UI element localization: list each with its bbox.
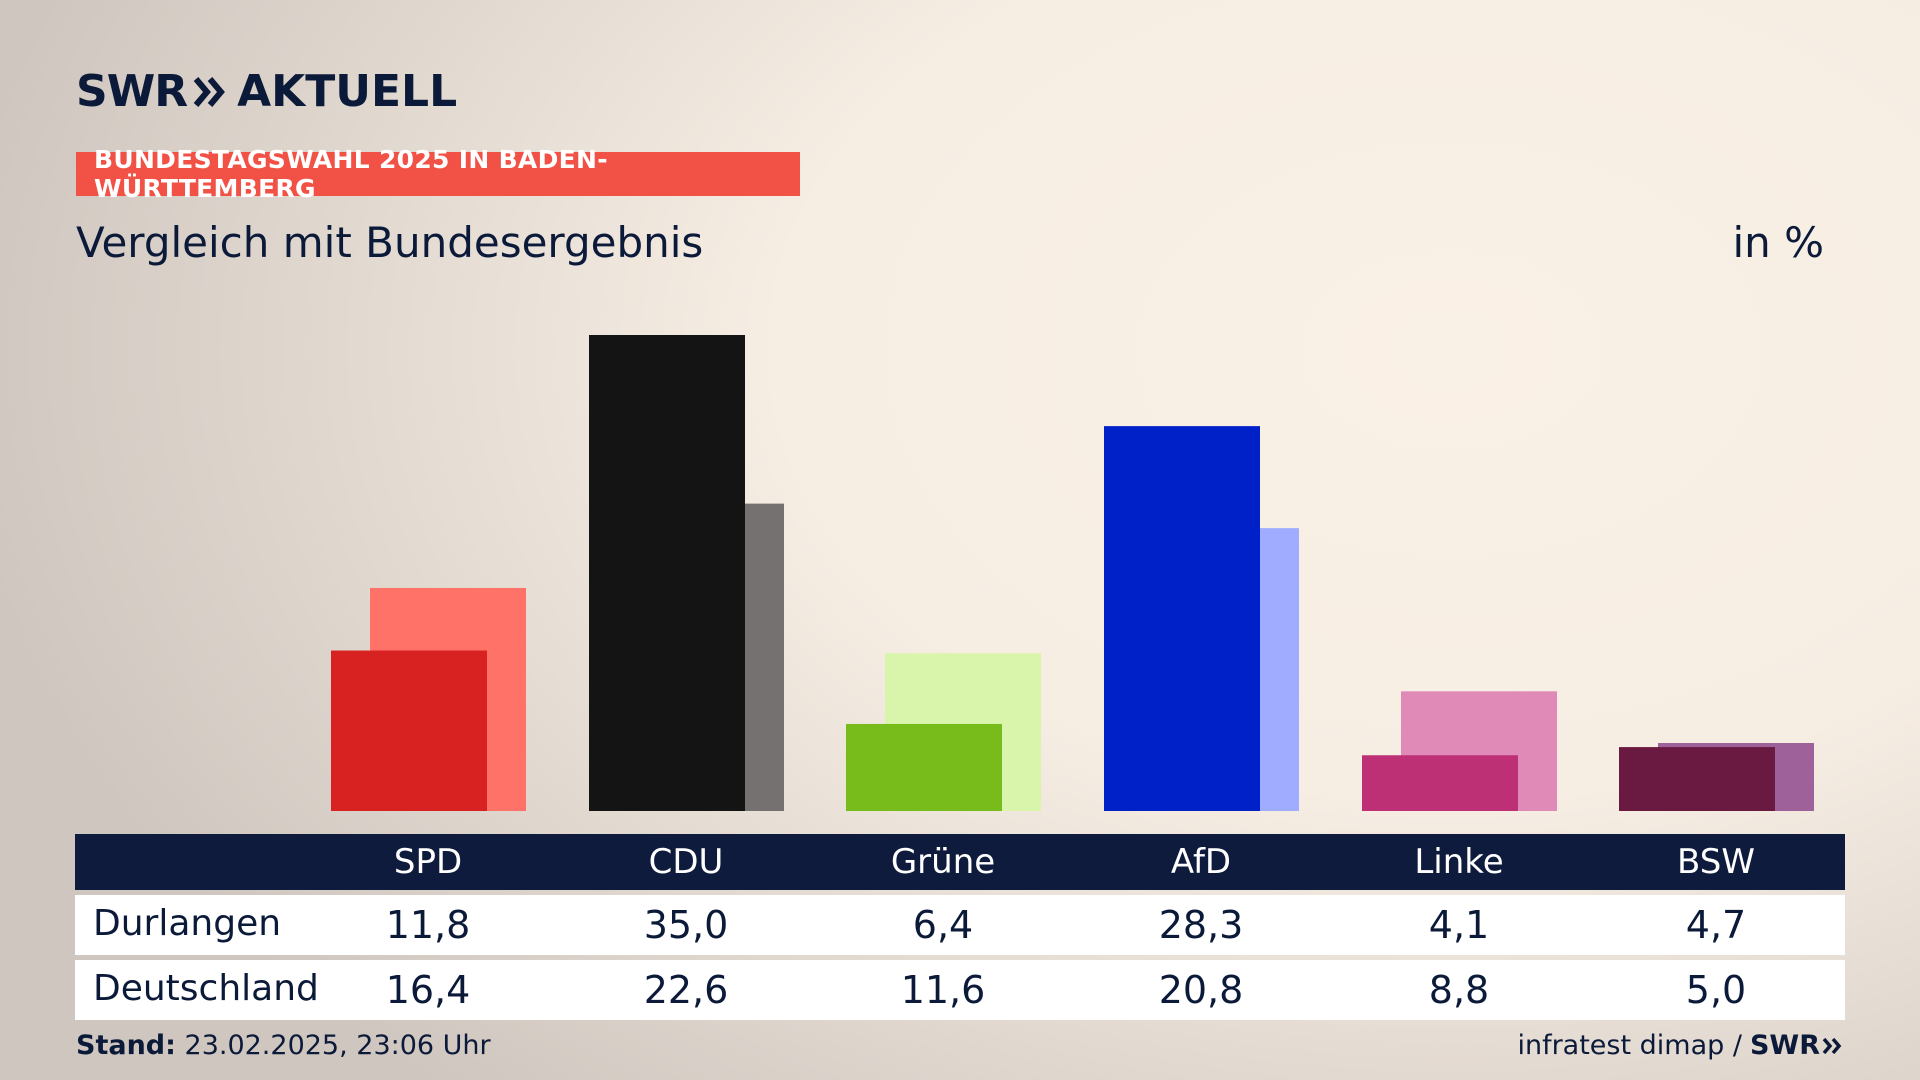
swr-aktuell-logo: SWR AKTUELL bbox=[76, 66, 457, 117]
party-header-0: SPD bbox=[393, 842, 463, 882]
local-value-3: 28,3 bbox=[1158, 903, 1244, 947]
national-value-5: 5,0 bbox=[1685, 968, 1747, 1012]
national-value-4: 8,8 bbox=[1428, 968, 1490, 1012]
table-header-row: SPD CDU Grüne AfD Linke BSW bbox=[75, 834, 1845, 890]
stand-value: 23.02.2025, 23:06 Uhr bbox=[184, 1030, 491, 1061]
bar-local-Linke bbox=[1362, 755, 1518, 811]
double-chevron-icon-small bbox=[1822, 1037, 1842, 1054]
timestamp: Stand: 23.02.2025, 23:06 Uhr bbox=[76, 1030, 491, 1061]
local-value-2: 6,4 bbox=[912, 903, 974, 947]
bar-local-Grüne bbox=[846, 723, 1002, 811]
national-value-3: 20,8 bbox=[1158, 968, 1244, 1012]
unit-label: in % bbox=[1732, 218, 1824, 267]
local-value-1: 35,0 bbox=[643, 903, 729, 947]
table-row-national: Deutschland 16,4 22,6 11,6 20,8 8,8 5,0 bbox=[75, 960, 1845, 1020]
party-header-2: Grüne bbox=[890, 842, 996, 882]
double-chevron-icon bbox=[193, 76, 226, 107]
source-swr-logo: SWR bbox=[1749, 1030, 1820, 1061]
logo-swr-text: SWR bbox=[76, 66, 188, 117]
chart-subtitle: Vergleich mit Bundesergebnis bbox=[76, 218, 704, 267]
party-header-3: AfD bbox=[1170, 842, 1232, 882]
stand-label: Stand: bbox=[76, 1030, 176, 1061]
row-label-local: Durlangen bbox=[93, 903, 282, 944]
source-credit: infratest dimap / SWR bbox=[1517, 1030, 1844, 1061]
bar-chart bbox=[331, 335, 1814, 811]
local-value-5: 4,7 bbox=[1685, 903, 1747, 947]
local-value-4: 4,1 bbox=[1428, 903, 1490, 947]
national-value-0: 16,4 bbox=[385, 968, 471, 1012]
party-header-5: BSW bbox=[1677, 842, 1755, 882]
bar-local-BSW bbox=[1619, 747, 1775, 811]
bar-local-CDU bbox=[589, 335, 745, 811]
bar-local-SPD bbox=[331, 650, 487, 811]
party-header-1: CDU bbox=[648, 842, 724, 882]
results-table: SPD CDU Grüne AfD Linke BSW Durlangen 11,8 35,… bbox=[75, 834, 1845, 1020]
source-text: infratest dimap / bbox=[1517, 1030, 1742, 1061]
party-header-4: Linke bbox=[1414, 842, 1504, 882]
table-row-local: Durlangen 11,8 35,0 6,4 28,3 4,1 4,7 bbox=[75, 895, 1845, 955]
national-value-1: 22,6 bbox=[643, 968, 729, 1012]
local-value-0: 11,8 bbox=[385, 903, 471, 947]
row-label-national: Deutschland bbox=[93, 968, 319, 1009]
bar-local-AfD bbox=[1104, 426, 1260, 811]
logo-aktuell-text: AKTUELL bbox=[237, 66, 458, 117]
national-value-2: 11,6 bbox=[900, 968, 986, 1012]
